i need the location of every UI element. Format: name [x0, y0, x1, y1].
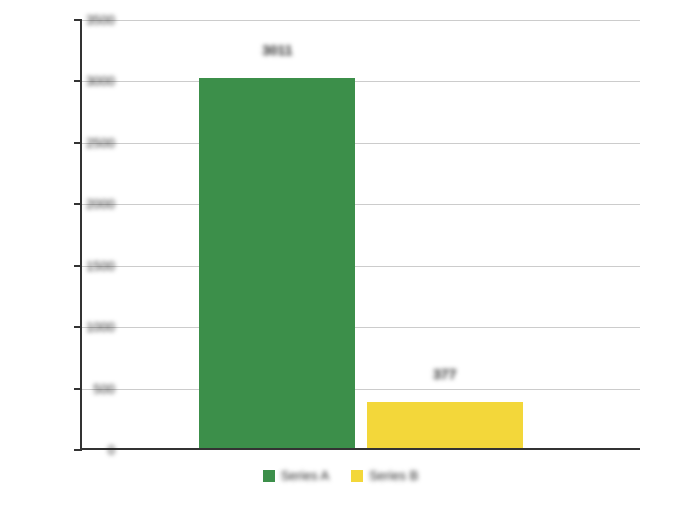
y-axis-label: 2500 [86, 135, 115, 150]
gridline [82, 327, 640, 328]
y-axis-label: 1000 [86, 320, 115, 335]
y-tick [74, 80, 82, 82]
y-axis-label: 1500 [86, 258, 115, 273]
legend: Series A Series B [0, 468, 681, 483]
gridline [82, 81, 640, 82]
y-tick [74, 203, 82, 205]
legend-item: Series B [351, 468, 418, 483]
y-tick [74, 388, 82, 390]
plot-area: 3011 377 [80, 20, 640, 450]
y-tick [74, 19, 82, 21]
bar-value-label: 377 [433, 366, 456, 382]
legend-swatch [351, 470, 363, 482]
legend-swatch [263, 470, 275, 482]
y-axis-label: 2000 [86, 197, 115, 212]
legend-label: Series A [281, 468, 329, 483]
y-tick [74, 449, 82, 451]
gridline [82, 266, 640, 267]
gridline [82, 204, 640, 205]
y-tick [74, 326, 82, 328]
y-axis-label: 0 [108, 443, 115, 458]
gridline [82, 143, 640, 144]
bar-chart: 3011 377 Series A Series B 0 500 1000 1500 200… [0, 0, 681, 524]
bar [199, 78, 355, 448]
gridline [82, 389, 640, 390]
legend-item: Series A [263, 468, 329, 483]
y-axis-label: 3000 [86, 74, 115, 89]
legend-label: Series B [369, 468, 418, 483]
y-axis-label: 3500 [86, 13, 115, 28]
y-tick [74, 142, 82, 144]
y-tick [74, 265, 82, 267]
gridline [82, 20, 640, 21]
bar-value-label: 3011 [262, 42, 292, 58]
y-axis-label: 500 [93, 381, 115, 396]
bar [367, 402, 523, 448]
